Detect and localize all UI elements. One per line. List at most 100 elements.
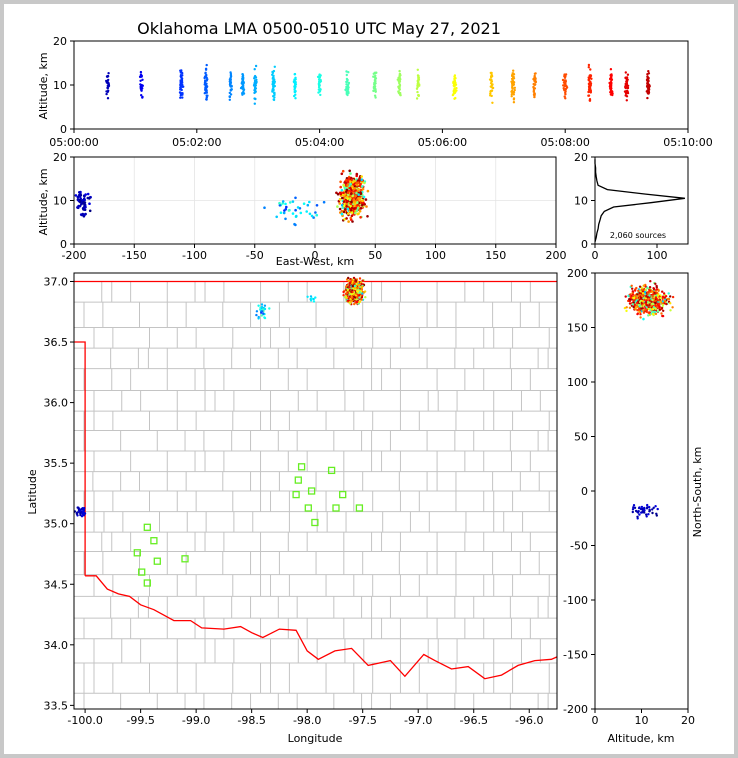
source-point	[348, 198, 352, 201]
source-point	[372, 86, 376, 90]
source-point	[80, 213, 84, 217]
source-point	[351, 220, 354, 223]
source-point	[360, 178, 364, 181]
source-point	[648, 286, 652, 289]
source-point	[652, 287, 656, 291]
source-point	[318, 75, 321, 78]
source-point	[139, 73, 143, 76]
source-point	[81, 207, 85, 210]
source-point	[179, 81, 183, 85]
source-point	[564, 87, 568, 91]
source-point	[610, 73, 613, 76]
source-point	[356, 290, 359, 293]
source-point	[648, 294, 651, 297]
source-point	[179, 96, 182, 99]
source-point	[417, 78, 421, 82]
source-point	[652, 293, 655, 296]
source-point	[339, 211, 342, 214]
source-point	[645, 513, 648, 516]
source-point	[342, 183, 345, 187]
source-point	[356, 207, 360, 210]
source-point	[318, 83, 321, 87]
ew-ytick-label: 10	[53, 195, 67, 208]
ns-ytick-label: 200	[567, 267, 588, 280]
source-point	[645, 310, 648, 313]
source-point	[288, 201, 292, 204]
source-point	[415, 97, 419, 100]
source-point	[357, 288, 360, 291]
source-point	[314, 211, 317, 214]
source-point	[359, 188, 363, 192]
source-point	[83, 205, 86, 208]
source-point	[241, 93, 244, 96]
source-point	[241, 84, 245, 87]
source-point	[345, 70, 348, 73]
source-point	[336, 192, 340, 196]
source-point	[355, 296, 359, 299]
source-point	[260, 303, 264, 306]
source-point	[490, 94, 493, 98]
time-tick-label: 05:04:00	[295, 136, 344, 149]
source-point	[491, 101, 494, 105]
source-point	[654, 310, 657, 314]
source-point	[353, 302, 356, 306]
source-point	[179, 86, 182, 89]
source-point	[359, 182, 362, 186]
source-point	[178, 91, 182, 94]
source-point	[312, 297, 315, 301]
source-point	[340, 188, 344, 192]
source-point	[350, 214, 354, 218]
ew-tick-label: 50	[368, 249, 382, 262]
source-point	[489, 92, 492, 95]
source-point	[312, 216, 315, 219]
source-point	[661, 295, 665, 299]
source-point	[355, 191, 358, 195]
map-content	[74, 276, 557, 709]
source-point	[346, 207, 350, 211]
source-point	[647, 297, 650, 301]
source-point	[361, 199, 364, 203]
source-point	[652, 506, 655, 509]
source-point	[350, 206, 354, 210]
lma-station	[339, 490, 347, 499]
source-point	[624, 76, 627, 79]
source-point	[278, 204, 282, 207]
source-point	[510, 93, 513, 96]
source-point	[86, 192, 90, 196]
source-point	[341, 206, 345, 210]
source-point	[76, 511, 80, 514]
source-point	[646, 79, 649, 82]
source-point	[645, 304, 649, 307]
source-point	[661, 290, 664, 293]
ns-xlabel: Altitude, km	[607, 732, 674, 745]
source-point	[139, 70, 143, 74]
source-point	[657, 294, 660, 297]
source-point	[630, 284, 633, 287]
source-point	[203, 92, 206, 95]
source-point	[638, 285, 642, 288]
lma-station	[297, 463, 306, 471]
source-point	[78, 191, 81, 194]
lma-station	[133, 549, 141, 557]
source-point	[88, 202, 91, 205]
map-ytick-label: 33.5	[44, 699, 69, 712]
source-point	[340, 172, 344, 176]
source-point	[79, 511, 82, 515]
ns-tick-label: 20	[681, 714, 695, 727]
source-point	[306, 295, 309, 298]
source-point	[356, 204, 359, 207]
source-point	[645, 294, 648, 298]
source-point	[347, 90, 350, 94]
source-point	[272, 79, 275, 83]
source-point	[635, 305, 638, 309]
source-point	[489, 85, 492, 88]
source-point	[636, 515, 639, 518]
source-point	[340, 212, 344, 216]
source-point	[648, 509, 651, 512]
source-point	[315, 213, 319, 217]
source-point	[610, 92, 613, 96]
time-ytick-label: 0	[60, 123, 67, 136]
source-point	[345, 80, 348, 84]
source-point	[655, 514, 658, 517]
source-point	[342, 290, 345, 294]
